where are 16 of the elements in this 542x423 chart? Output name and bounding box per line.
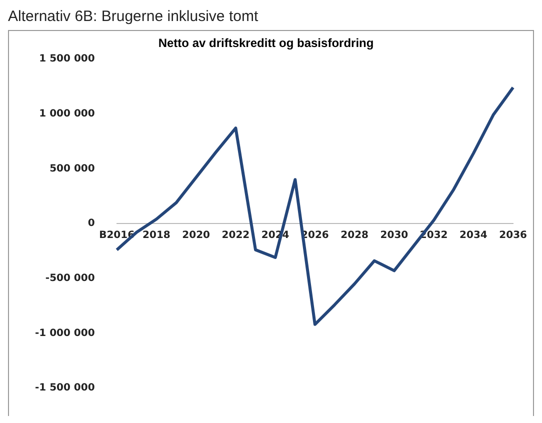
y-tick-label: -1 000 000	[34, 328, 95, 339]
text: Alternativ 6B: Brugerne inklusive tomt	[8, 8, 260, 26]
x-tick-label: 2030	[380, 230, 408, 242]
y-tick-label: 0	[88, 218, 95, 230]
chart-title: Netto av driftskreditt og basisfordring	[158, 36, 374, 50]
y-tick-label: -1 500 000	[34, 382, 95, 394]
y-tick-label: -500 000	[45, 272, 95, 284]
x-tick-label: 2020	[182, 230, 210, 242]
y-tick-label: 500 000	[50, 163, 95, 174]
x-tick-label: 2034	[460, 230, 488, 242]
y-tick-label: 1 500 000	[39, 54, 95, 65]
x-tick-label: 2018	[142, 230, 170, 242]
y-tick-label: 1 000 000	[39, 108, 95, 120]
x-tick-label: 2022	[222, 230, 250, 242]
x-tick-label: 2028	[340, 230, 369, 242]
x-tick-label: 2036	[499, 230, 528, 242]
